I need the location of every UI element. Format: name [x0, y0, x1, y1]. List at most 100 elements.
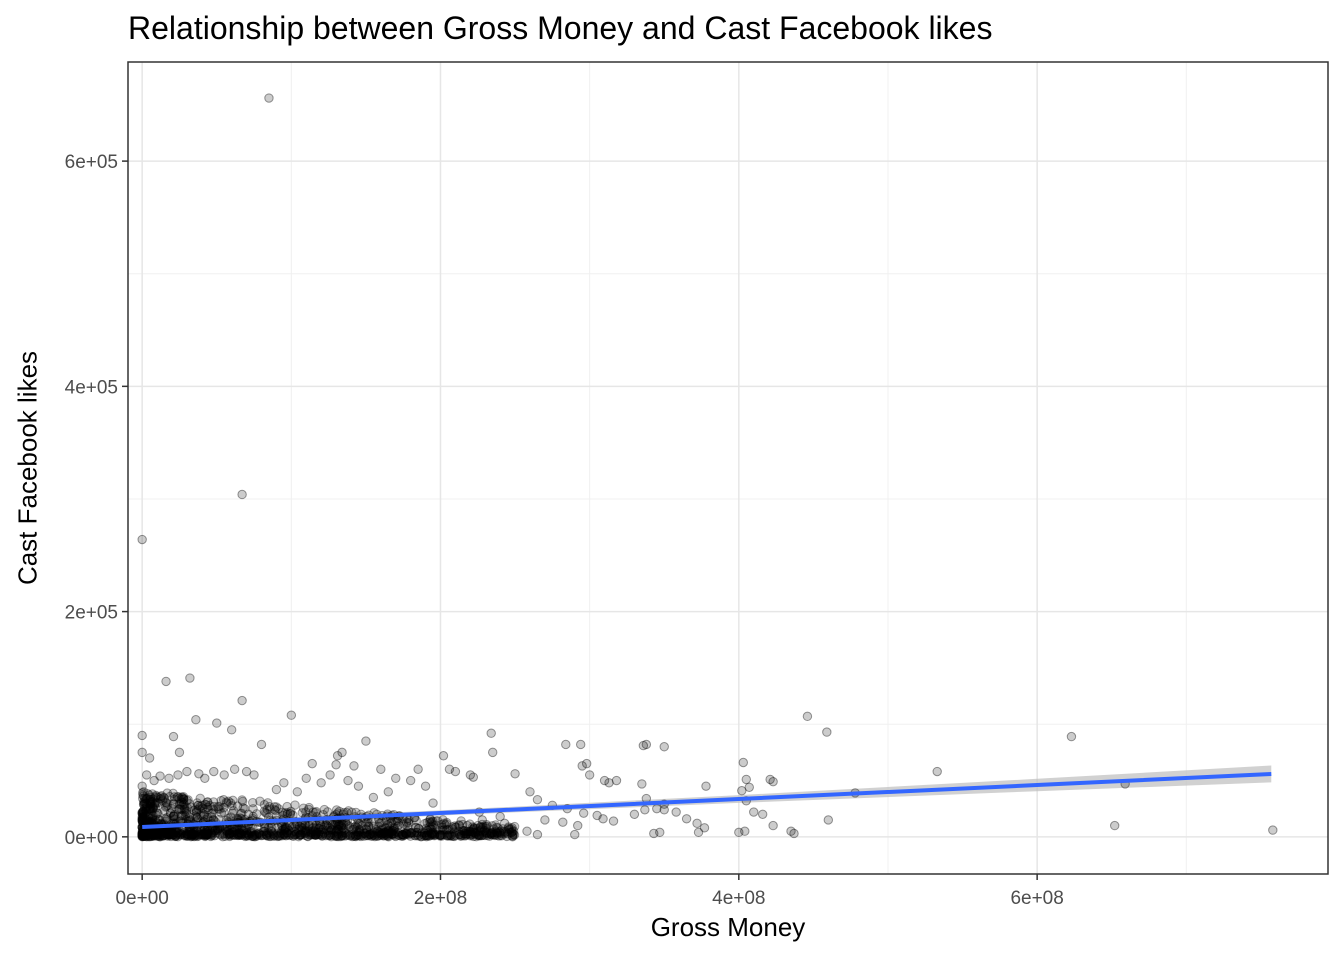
data-point	[238, 826, 248, 836]
data-point	[314, 823, 324, 834]
data-point	[188, 830, 198, 840]
data-point	[195, 793, 205, 804]
data-point	[183, 827, 193, 837]
data-point	[275, 829, 285, 839]
data-point	[171, 831, 181, 841]
data-point	[137, 812, 148, 822]
data-point	[149, 829, 159, 840]
data-point	[442, 831, 453, 841]
data-point	[308, 822, 319, 833]
data-point	[400, 828, 410, 838]
data-point	[155, 792, 166, 802]
data-point	[142, 806, 152, 816]
data-point	[506, 824, 516, 834]
data-point	[228, 795, 238, 806]
data-point	[290, 821, 301, 831]
data-point	[241, 766, 252, 777]
data-point	[184, 812, 195, 822]
data-point	[491, 828, 501, 838]
data-point	[789, 828, 799, 839]
data-point	[478, 827, 488, 837]
data-point	[229, 827, 239, 837]
data-point	[641, 739, 652, 750]
data-point	[388, 829, 399, 840]
data-point	[145, 798, 155, 808]
data-point	[264, 828, 274, 838]
data-point	[310, 824, 321, 834]
data-point	[314, 827, 325, 837]
data-point	[165, 808, 176, 818]
data-point	[201, 828, 211, 838]
data-point	[154, 829, 164, 839]
data-point	[139, 799, 150, 809]
data-point	[148, 816, 158, 827]
data-point	[412, 827, 423, 838]
data-point	[389, 828, 400, 839]
data-point	[147, 815, 158, 825]
data-point	[271, 830, 281, 840]
data-point	[295, 830, 305, 840]
data-point	[338, 820, 349, 830]
data-point	[236, 829, 247, 839]
data-point	[477, 824, 487, 834]
data-point	[640, 805, 650, 815]
data-point	[372, 826, 382, 836]
data-point	[439, 830, 449, 840]
data-point	[386, 827, 397, 837]
data-point	[495, 827, 505, 838]
data-point	[470, 829, 481, 839]
data-point	[209, 830, 220, 841]
data-point	[298, 803, 309, 813]
data-point	[310, 807, 321, 818]
data-point	[224, 829, 235, 839]
data-point	[179, 802, 190, 813]
data-point	[226, 798, 236, 808]
data-point	[303, 831, 313, 842]
data-point	[507, 830, 517, 841]
data-point	[139, 830, 149, 840]
data-point	[353, 781, 364, 791]
data-point	[226, 725, 237, 735]
data-point	[334, 819, 344, 829]
data-point	[376, 764, 386, 774]
data-point	[169, 809, 180, 820]
data-point	[477, 822, 488, 833]
data-point	[363, 830, 374, 841]
data-point	[489, 824, 499, 834]
data-point	[152, 830, 163, 840]
data-point	[207, 830, 217, 840]
data-point	[432, 824, 442, 835]
data-point	[343, 806, 354, 816]
data-point	[398, 830, 408, 840]
data-point	[435, 830, 445, 841]
data-point	[366, 825, 376, 835]
data-point	[475, 821, 486, 832]
data-point	[384, 821, 395, 832]
data-point	[140, 830, 151, 840]
data-point	[158, 830, 168, 841]
data-point	[478, 830, 489, 840]
data-point	[148, 803, 159, 814]
data-point	[458, 825, 468, 836]
data-point	[411, 815, 421, 826]
data-point	[477, 830, 487, 841]
data-point	[138, 806, 149, 816]
data-point	[138, 791, 149, 801]
data-point	[269, 802, 280, 812]
data-point	[181, 828, 192, 839]
data-point	[503, 822, 514, 832]
data-point	[156, 830, 166, 841]
data-point	[163, 830, 173, 840]
data-point	[471, 831, 481, 842]
data-point	[359, 828, 370, 838]
data-point	[163, 830, 174, 840]
data-point	[273, 822, 283, 832]
data-point	[260, 808, 271, 818]
data-point	[296, 830, 307, 840]
data-point	[141, 799, 152, 809]
data-point	[461, 827, 471, 837]
data-point	[189, 805, 199, 816]
data-point	[247, 831, 258, 841]
data-point	[358, 828, 368, 839]
data-point	[436, 819, 447, 830]
